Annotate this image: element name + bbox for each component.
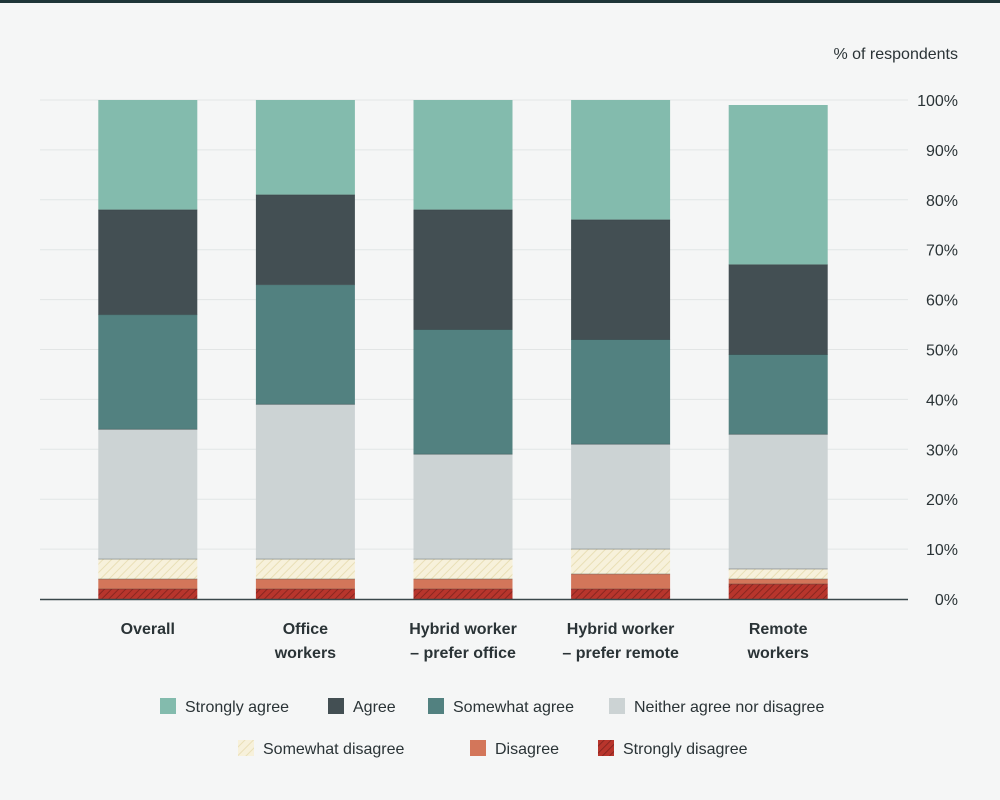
bar-segment-strongly-agree (413, 100, 513, 210)
y-tick-label: 100% (917, 93, 958, 110)
bar-segment-somewhat-agree (255, 284, 355, 405)
bar-segment-strongly-agree (98, 100, 198, 210)
bar-segment-neither-agree-nor-disagree (571, 444, 671, 550)
bar-segment-somewhat-agree (571, 339, 671, 445)
bar-segment-neither-agree-nor-disagree (98, 429, 198, 560)
bar-segment-somewhat-disagree (255, 559, 355, 580)
bar-segment-agree (571, 219, 671, 340)
bar-segment-neither-agree-nor-disagree (255, 404, 355, 560)
y-tick-label: 10% (926, 542, 958, 559)
x-tick-label: workers (747, 645, 809, 662)
bar-segment-strongly-disagree (571, 589, 671, 599)
bar-segment-strongly-disagree (413, 589, 513, 599)
bar-segment-disagree (255, 579, 355, 590)
bar-segment-disagree (728, 579, 828, 585)
bar-segment-somewhat-agree (98, 314, 198, 430)
legend-label: Somewhat disagree (263, 741, 405, 758)
bar-segment-agree (728, 264, 828, 355)
bar-segment-neither-agree-nor-disagree (413, 454, 513, 560)
bar-segment-somewhat-disagree (571, 549, 671, 575)
y-tick-label: 0% (935, 592, 958, 609)
legend-swatch (328, 698, 344, 714)
y-tick-label: 30% (926, 442, 958, 459)
y-tick-label: 70% (926, 243, 958, 260)
bar-segment-strongly-disagree (98, 589, 198, 599)
bar-segment-somewhat-agree (728, 354, 828, 435)
axes: 0% 10% 20% 30% 40% 50% 60% 70% 80% 90% 100% Overall… (40, 93, 958, 662)
legend-label: Strongly disagree (623, 741, 748, 758)
legend-swatch (470, 740, 486, 756)
legend-label: Disagree (495, 741, 559, 758)
bar-segment-agree (413, 209, 513, 330)
legend-swatch (238, 740, 254, 756)
bar-segment-agree (98, 209, 198, 315)
y-tick-label: 90% (926, 143, 958, 160)
bar-segment-agree (255, 194, 355, 285)
x-tick-label: Hybrid worker (409, 621, 517, 638)
bar-segment-strongly-disagree (728, 584, 828, 599)
x-tick-label: Overall (121, 621, 175, 638)
legend-swatch (609, 698, 625, 714)
x-tick-label: Remote (749, 621, 808, 638)
bar-segment-strongly-agree (255, 100, 355, 195)
legend-label: Strongly agree (185, 699, 289, 716)
bar-segment-disagree (571, 574, 671, 590)
y-tick-label: 50% (926, 343, 958, 360)
bar-segment-disagree (98, 579, 198, 590)
legend-label: Somewhat agree (453, 699, 574, 716)
x-tick-label: – prefer remote (562, 645, 679, 662)
y-tick-label: 60% (926, 293, 958, 310)
y-axis-title: % of respondents (833, 46, 958, 63)
bar-segment-somewhat-disagree (728, 569, 828, 580)
bar-segment-neither-agree-nor-disagree (728, 434, 828, 570)
legend-swatch (428, 698, 444, 714)
y-tick-label: 40% (926, 392, 958, 409)
legend-swatch (598, 740, 614, 756)
bar-segment-strongly-agree (571, 100, 671, 220)
bar-segment-somewhat-agree (413, 329, 513, 455)
y-tick-label: 20% (926, 492, 958, 509)
bar-segment-strongly-disagree (255, 589, 355, 599)
legend-label: Neither agree nor disagree (634, 699, 824, 716)
x-tick-label: Hybrid worker (567, 621, 675, 638)
bar-segment-strongly-agree (728, 104, 828, 265)
y-tick-label: 80% (926, 193, 958, 210)
x-tick-label: Office (283, 621, 328, 638)
x-tick-label: – prefer office (410, 645, 516, 662)
bars (98, 100, 828, 599)
legend: Strongly agree Agree Somewhat agree Neither… (160, 698, 824, 758)
bar-segment-somewhat-disagree (413, 559, 513, 580)
legend-label: Agree (353, 699, 396, 716)
bar-segment-disagree (413, 579, 513, 590)
bar-segment-somewhat-disagree (98, 559, 198, 580)
top-accent-bar (0, 0, 1000, 3)
legend-swatch (160, 698, 176, 714)
x-tick-label: workers (274, 645, 336, 662)
